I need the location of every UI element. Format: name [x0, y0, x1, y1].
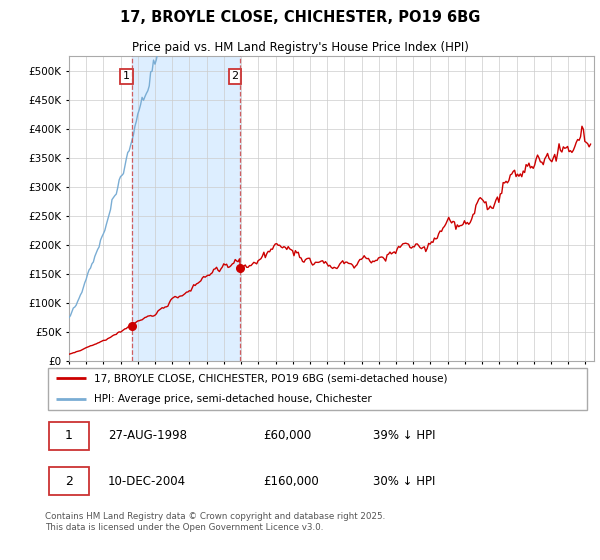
Text: 17, BROYLE CLOSE, CHICHESTER, PO19 6BG: 17, BROYLE CLOSE, CHICHESTER, PO19 6BG — [120, 10, 480, 25]
Text: 39% ↓ HPI: 39% ↓ HPI — [373, 430, 435, 442]
Text: 2: 2 — [65, 474, 73, 488]
Text: 1: 1 — [123, 71, 130, 81]
Text: 30% ↓ HPI: 30% ↓ HPI — [373, 474, 435, 488]
Text: Price paid vs. HM Land Registry's House Price Index (HPI): Price paid vs. HM Land Registry's House … — [131, 41, 469, 54]
Text: 10-DEC-2004: 10-DEC-2004 — [108, 474, 186, 488]
FancyBboxPatch shape — [49, 422, 89, 450]
FancyBboxPatch shape — [49, 467, 89, 495]
Text: HPI: Average price, semi-detached house, Chichester: HPI: Average price, semi-detached house,… — [94, 394, 372, 404]
Text: £60,000: £60,000 — [263, 430, 311, 442]
Text: £160,000: £160,000 — [263, 474, 319, 488]
Text: 17, BROYLE CLOSE, CHICHESTER, PO19 6BG (semi-detached house): 17, BROYLE CLOSE, CHICHESTER, PO19 6BG (… — [94, 373, 448, 383]
Bar — [132, 56, 240, 361]
FancyBboxPatch shape — [48, 367, 587, 410]
Text: 2: 2 — [232, 71, 238, 81]
Text: Contains HM Land Registry data © Crown copyright and database right 2025.
This d: Contains HM Land Registry data © Crown c… — [45, 512, 385, 532]
Text: 1: 1 — [65, 430, 73, 442]
Text: 27-AUG-1998: 27-AUG-1998 — [108, 430, 187, 442]
